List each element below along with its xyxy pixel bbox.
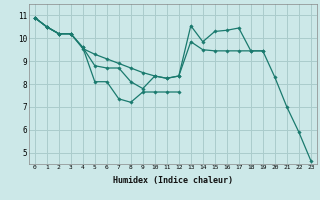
X-axis label: Humidex (Indice chaleur): Humidex (Indice chaleur) [113, 176, 233, 185]
